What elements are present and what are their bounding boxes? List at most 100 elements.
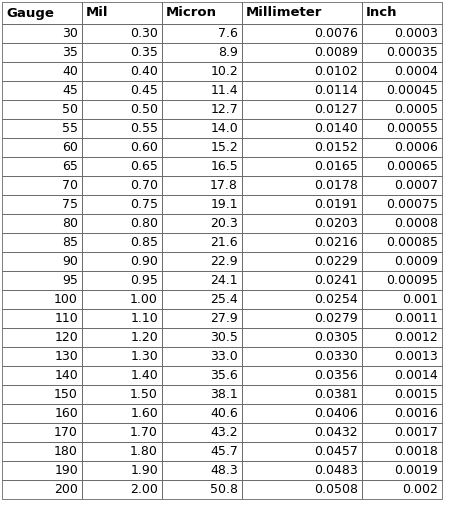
Text: 0.0114: 0.0114 xyxy=(314,84,358,97)
Bar xyxy=(162,252,242,271)
Text: 0.0019: 0.0019 xyxy=(394,464,438,477)
Bar xyxy=(2,252,82,271)
Text: 0.0015: 0.0015 xyxy=(394,388,438,401)
Text: 8.9: 8.9 xyxy=(218,46,238,59)
Text: 0.0012: 0.0012 xyxy=(394,331,438,344)
Text: 1.30: 1.30 xyxy=(130,350,158,363)
Text: 50: 50 xyxy=(62,103,78,116)
Text: 1.50: 1.50 xyxy=(130,388,158,401)
Bar xyxy=(362,214,442,233)
Bar xyxy=(162,423,242,442)
Bar xyxy=(82,423,162,442)
Bar xyxy=(362,43,442,62)
Bar xyxy=(82,404,162,423)
Bar xyxy=(2,81,82,100)
Text: 50.8: 50.8 xyxy=(210,483,238,496)
Text: 0.55: 0.55 xyxy=(130,122,158,135)
Bar xyxy=(362,157,442,176)
Text: 0.0203: 0.0203 xyxy=(314,217,358,230)
Text: 1.00: 1.00 xyxy=(130,293,158,306)
Bar xyxy=(82,461,162,480)
Text: 16.5: 16.5 xyxy=(210,160,238,173)
Bar xyxy=(2,2,82,24)
Text: 0.60: 0.60 xyxy=(130,141,158,154)
Text: 0.0191: 0.0191 xyxy=(314,198,358,211)
Bar xyxy=(82,214,162,233)
Bar xyxy=(362,2,442,24)
Bar xyxy=(2,24,82,43)
Text: 45: 45 xyxy=(62,84,78,97)
Text: 0.0432: 0.0432 xyxy=(314,426,358,439)
Bar xyxy=(362,81,442,100)
Bar xyxy=(2,233,82,252)
Text: 0.0127: 0.0127 xyxy=(314,103,358,116)
Text: 40.6: 40.6 xyxy=(210,407,238,420)
Text: 0.0406: 0.0406 xyxy=(314,407,358,420)
Text: 0.75: 0.75 xyxy=(130,198,158,211)
Bar xyxy=(2,138,82,157)
Text: 0.0004: 0.0004 xyxy=(394,65,438,78)
Bar xyxy=(82,442,162,461)
Text: 0.0006: 0.0006 xyxy=(394,141,438,154)
Bar xyxy=(82,290,162,309)
Text: 12.7: 12.7 xyxy=(210,103,238,116)
Text: 1.60: 1.60 xyxy=(130,407,158,420)
Bar xyxy=(162,328,242,347)
Text: 19.1: 19.1 xyxy=(210,198,238,211)
Bar xyxy=(362,233,442,252)
Bar xyxy=(242,423,362,442)
Text: 70: 70 xyxy=(62,179,78,192)
Bar xyxy=(162,309,242,328)
Text: 0.00095: 0.00095 xyxy=(386,274,438,287)
Bar xyxy=(242,2,362,24)
Bar xyxy=(162,461,242,480)
Bar xyxy=(242,138,362,157)
Text: 0.0009: 0.0009 xyxy=(394,255,438,268)
Text: 0.70: 0.70 xyxy=(130,179,158,192)
Text: 0.0003: 0.0003 xyxy=(394,27,438,40)
Text: 0.0165: 0.0165 xyxy=(314,160,358,173)
Bar xyxy=(362,176,442,195)
Text: 0.50: 0.50 xyxy=(130,103,158,116)
Bar xyxy=(2,43,82,62)
Bar xyxy=(242,100,362,119)
Text: 0.45: 0.45 xyxy=(130,84,158,97)
Text: 15.2: 15.2 xyxy=(210,141,238,154)
Text: 33.0: 33.0 xyxy=(210,350,238,363)
Bar xyxy=(162,480,242,499)
Bar xyxy=(242,24,362,43)
Bar xyxy=(82,119,162,138)
Text: 0.00065: 0.00065 xyxy=(386,160,438,173)
Text: 0.0330: 0.0330 xyxy=(314,350,358,363)
Text: 27.9: 27.9 xyxy=(210,312,238,325)
Text: 200: 200 xyxy=(54,483,78,496)
Bar xyxy=(2,366,82,385)
Bar xyxy=(362,138,442,157)
Bar xyxy=(362,62,442,81)
Bar xyxy=(82,271,162,290)
Text: 0.0005: 0.0005 xyxy=(394,103,438,116)
Bar xyxy=(242,347,362,366)
Bar xyxy=(82,176,162,195)
Text: 0.00075: 0.00075 xyxy=(386,198,438,211)
Bar xyxy=(362,347,442,366)
Text: 48.3: 48.3 xyxy=(210,464,238,477)
Text: 30.5: 30.5 xyxy=(210,331,238,344)
Text: 20.3: 20.3 xyxy=(210,217,238,230)
Text: 0.0014: 0.0014 xyxy=(394,369,438,382)
Bar xyxy=(2,461,82,480)
Bar xyxy=(82,195,162,214)
Bar xyxy=(162,81,242,100)
Bar xyxy=(2,100,82,119)
Bar xyxy=(82,2,162,24)
Text: 0.0241: 0.0241 xyxy=(314,274,358,287)
Bar xyxy=(82,328,162,347)
Bar xyxy=(162,138,242,157)
Bar xyxy=(362,385,442,404)
Bar xyxy=(362,328,442,347)
Text: 0.00045: 0.00045 xyxy=(386,84,438,97)
Text: 1.90: 1.90 xyxy=(130,464,158,477)
Bar xyxy=(162,157,242,176)
Bar xyxy=(82,366,162,385)
Text: 17.8: 17.8 xyxy=(210,179,238,192)
